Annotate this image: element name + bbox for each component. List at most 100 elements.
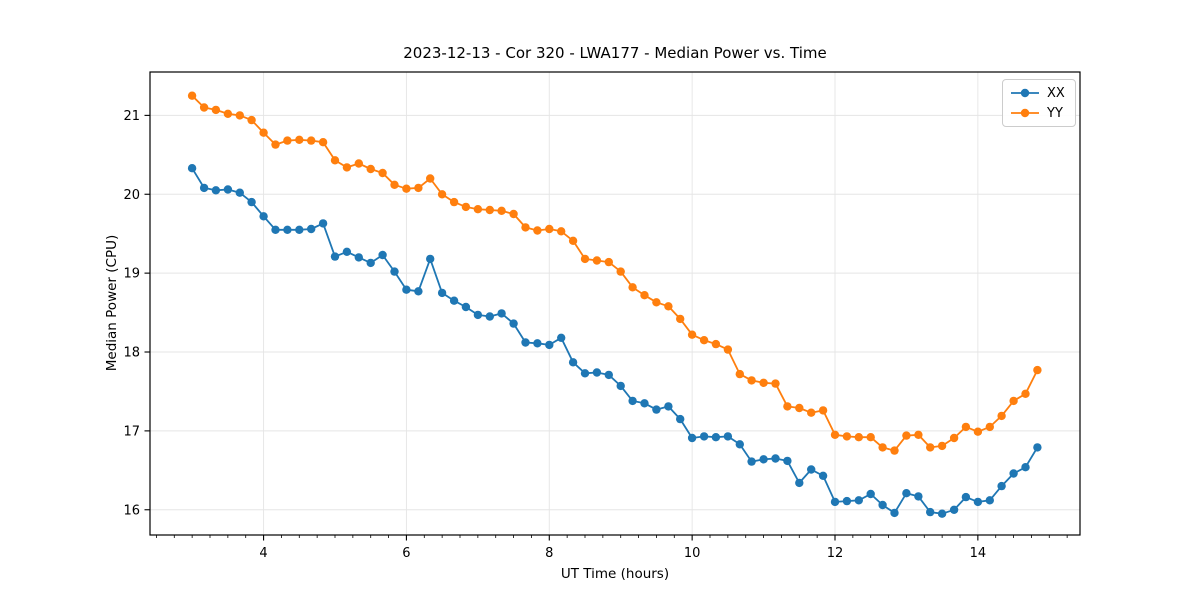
series-xx-point	[449, 296, 459, 305]
series-xx-point	[307, 224, 316, 234]
series-yy-point	[557, 227, 566, 236]
series-yy-point	[866, 433, 875, 442]
legend-item-yy: YY	[1010, 106, 1068, 120]
series-yy-point	[342, 163, 352, 172]
series-yy-point	[628, 283, 637, 292]
series-yy-point	[723, 345, 733, 354]
series-xx-point	[973, 497, 983, 507]
series-xx-point	[545, 340, 554, 350]
series-xx-point	[247, 197, 256, 207]
series-xx-point	[437, 288, 447, 298]
series-xx-point	[699, 432, 709, 441]
series-yy-point	[473, 205, 483, 214]
series-xx-point	[533, 339, 542, 348]
series-xx-point	[271, 225, 280, 234]
y-tick-label: 18	[123, 346, 140, 361]
series-yy-point	[354, 159, 363, 168]
series-xx-point	[711, 433, 721, 442]
series-yy-point	[795, 403, 804, 413]
series-xx-point	[652, 405, 661, 414]
series-xx-point	[937, 509, 947, 518]
series-xx-point	[866, 489, 875, 499]
y-tick-label: 19	[123, 267, 140, 282]
series-yy-point	[461, 202, 471, 212]
series-xx-point	[318, 219, 328, 228]
x-tick-label: 12	[827, 546, 844, 561]
series-yy-point	[652, 298, 661, 307]
series-xx-point	[378, 250, 387, 260]
series-yy-point	[604, 257, 613, 267]
series-yy-point	[485, 205, 494, 215]
x-tick-label: 6	[402, 546, 410, 561]
series-xx-point	[723, 432, 733, 441]
series-xx-point	[473, 310, 483, 320]
series-xx-point	[997, 481, 1006, 491]
series-yy-point	[414, 183, 423, 193]
series-xx-point	[676, 414, 685, 424]
series-xx-point	[414, 287, 423, 296]
series-xx-point	[604, 370, 613, 380]
series-yy-point	[878, 443, 887, 452]
series-yy-point	[973, 427, 983, 436]
series-xx-point	[830, 497, 840, 507]
series-yy-point	[937, 441, 947, 451]
series-yy-point	[330, 156, 340, 165]
series-xx-point	[807, 465, 816, 474]
series-yy-point	[1009, 396, 1018, 406]
series-yy-point	[283, 136, 292, 145]
series-yy-point	[985, 422, 994, 432]
series-xx-point	[187, 164, 197, 173]
y-tick-label: 20	[123, 188, 140, 203]
series-xx-point	[366, 258, 375, 268]
series-xx-point	[330, 252, 340, 261]
series-xx-point	[890, 508, 899, 518]
series-yy-point	[449, 197, 459, 207]
legend-item-xx: XX	[1010, 86, 1068, 100]
series-xx-point	[259, 212, 268, 221]
series-xx-point	[509, 319, 518, 328]
x-tick-label: 8	[545, 546, 553, 561]
series-xx-point	[985, 496, 994, 505]
series-yy-point	[687, 330, 697, 339]
series-yy-point	[223, 109, 233, 119]
series-yy-point	[187, 91, 197, 100]
series-yy-point	[807, 408, 816, 417]
series-yy-point	[771, 379, 780, 388]
series-yy-point	[307, 136, 316, 145]
x-tick-label: 4	[259, 546, 267, 561]
series-xx-point	[497, 309, 506, 318]
series-xx-point	[747, 457, 756, 466]
series-yy-point	[854, 433, 863, 442]
series-yy-point	[1021, 389, 1030, 398]
series-yy-point	[616, 267, 625, 276]
series-xx-point	[235, 188, 244, 197]
legend-label-xx: XX	[1047, 85, 1065, 101]
series-xx-point	[295, 225, 304, 234]
series-xx-point	[1009, 469, 1018, 478]
series-yy-point	[545, 224, 554, 234]
series-yy-point	[759, 378, 768, 387]
series-xx-line	[191, 167, 1039, 515]
legend-sample-xx-icon	[1011, 88, 1039, 98]
x-axis-label: UT Time (hours)	[560, 566, 670, 582]
series-yy-point	[533, 226, 542, 235]
y-tick-label: 16	[123, 503, 140, 518]
series-xx-point	[199, 183, 209, 193]
legend: XX YY	[1002, 79, 1076, 127]
series-xx-point	[902, 489, 911, 498]
series-xx-point	[926, 507, 935, 517]
series-yy-point	[235, 111, 244, 120]
x-tick-label: 14	[970, 546, 987, 561]
series-xx-point	[795, 478, 804, 488]
series-xx-point	[568, 358, 578, 367]
series-yy-point	[426, 174, 435, 183]
series-xx-point	[735, 440, 744, 449]
series-yy-point	[199, 103, 209, 112]
series-yy-point	[997, 411, 1006, 421]
series-yy-point	[914, 430, 923, 439]
series-xx-point	[616, 381, 625, 391]
series-xx-point	[771, 454, 780, 463]
series-yy-point	[259, 128, 268, 137]
